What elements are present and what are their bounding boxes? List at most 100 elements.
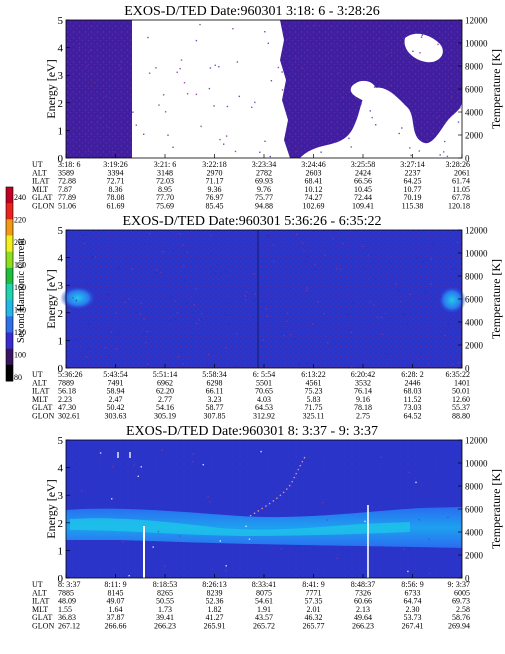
- speckle-dot: [158, 104, 160, 106]
- speckle-dot: [267, 42, 269, 44]
- speckle-dot: [306, 287, 308, 289]
- speckle-dot: [386, 53, 388, 56]
- table-cell: 75.23: [305, 387, 323, 396]
- speckle-dot: [86, 65, 88, 67]
- y2-tick-label: 6000: [465, 295, 484, 305]
- table-cell: 64.74: [404, 597, 422, 606]
- speckle-dot: [183, 82, 186, 84]
- table-row-label: GLAT: [32, 403, 53, 412]
- speckle-dot: [267, 235, 270, 237]
- table-cell: 7491: [108, 378, 124, 387]
- speckle-dot: [124, 301, 126, 303]
- table-cell: 3.23: [208, 395, 222, 404]
- table-cell: 1.91: [257, 605, 271, 614]
- speckle-dot: [336, 557, 338, 559]
- table-cell: 2.01: [307, 605, 321, 614]
- speckle-dot: [164, 111, 167, 113]
- panel-2-speckle: [69, 233, 460, 368]
- y2-tick-label: 10000: [465, 459, 488, 469]
- speckle-dot: [415, 481, 417, 484]
- y-tick-label: 4: [58, 253, 64, 265]
- table-cell: 69.73: [452, 597, 470, 606]
- table-cell: 88.80: [452, 412, 470, 421]
- table-cell: 303.63: [105, 412, 127, 421]
- speckle-dot: [459, 107, 461, 109]
- speckle-dot: [407, 27, 409, 29]
- table-cell: 9.36: [208, 185, 222, 194]
- speckle-dot: [143, 317, 145, 320]
- table-cell: 7326: [355, 588, 371, 597]
- panel-2-y2-axis: 0 2000 4000 6000 8000 10000 12000: [458, 226, 488, 374]
- speckle-dot: [453, 72, 455, 74]
- speckle-dot: [389, 261, 391, 263]
- table-cell: 71.17: [206, 177, 224, 186]
- y-tick-label: 0: [58, 573, 64, 585]
- speckle-dot: [195, 288, 197, 290]
- table-cell: 61.69: [107, 202, 125, 211]
- table-cell: 2.77: [158, 395, 172, 404]
- panel-3-plot-bg: [66, 440, 462, 578]
- speckle-dot: [186, 302, 188, 304]
- speckle-dot: [176, 71, 178, 73]
- speckle-dot: [306, 90, 308, 92]
- colorbar-swatch: [6, 203, 13, 220]
- speckle-dot: [289, 333, 292, 336]
- panel-2-right-blob: [438, 286, 466, 314]
- speckle-dot: [457, 362, 460, 364]
- speckle-dot: [69, 140, 71, 142]
- speckle-dot: [334, 102, 336, 104]
- speckle-dot: [69, 309, 71, 312]
- y-tick-label: 3: [58, 490, 64, 502]
- table-cell: 12.60: [452, 395, 470, 404]
- table-row-label: GLON: [32, 412, 54, 421]
- speckle-dot: [422, 261, 424, 263]
- speckle-dot: [107, 293, 109, 296]
- table-cell: 58.77: [206, 403, 224, 412]
- speckle-dot: [315, 124, 317, 127]
- speckle-dot: [218, 66, 220, 68]
- speckle-dot: [235, 333, 238, 335]
- table-cell: 5:36:26: [58, 370, 82, 379]
- speckle-dot: [409, 313, 411, 315]
- y-tick-label: 1: [58, 335, 64, 347]
- table-cell: 10.12: [305, 185, 323, 194]
- table-cell: 85.45: [206, 202, 224, 211]
- y2-tick-label: 4000: [465, 528, 484, 538]
- speckle-dot: [326, 38, 329, 40]
- speckle-dot: [143, 133, 145, 135]
- panel-2-ylabel: Energy [eV]: [44, 269, 58, 328]
- speckle-dot: [280, 548, 282, 550]
- speckle-dot: [307, 256, 309, 258]
- y-tick-label: 1: [58, 545, 64, 557]
- speckle-dot: [100, 116, 102, 119]
- panel-3-speckle: [81, 449, 449, 577]
- speckle-dot: [155, 67, 157, 69]
- y-tick-label: 5: [58, 225, 64, 237]
- table-cell: 57.35: [305, 597, 323, 606]
- speckle-dot: [428, 538, 430, 541]
- speckle-dot: [103, 138, 105, 140]
- table-cell: 74.27: [305, 193, 323, 202]
- speckle-dot: [195, 322, 198, 325]
- speckle-dot: [179, 233, 182, 235]
- speckle-dot: [354, 46, 356, 48]
- y2-tick-label: 8000: [465, 62, 484, 72]
- speckle-dot: [403, 548, 405, 550]
- speckle-dot: [140, 302, 143, 305]
- speckle-dot: [214, 64, 216, 66]
- speckle-dot: [119, 64, 121, 67]
- colorbar-swatch: [6, 219, 13, 236]
- speckle-dot: [380, 316, 383, 318]
- table-row-label: UT: [32, 160, 43, 169]
- speckle-dot: [312, 323, 314, 325]
- table-row-label: GLAT: [32, 613, 53, 622]
- speckle-dot: [94, 256, 97, 258]
- y2-tick-label: 12000: [465, 16, 488, 26]
- speckle-dot: [391, 71, 393, 73]
- table-cell: 61.74: [452, 177, 470, 186]
- table-cell: 10.45: [354, 185, 372, 194]
- table-cell: 76.97: [206, 193, 224, 202]
- speckle-dot: [140, 466, 142, 468]
- speckle-dot: [390, 51, 393, 54]
